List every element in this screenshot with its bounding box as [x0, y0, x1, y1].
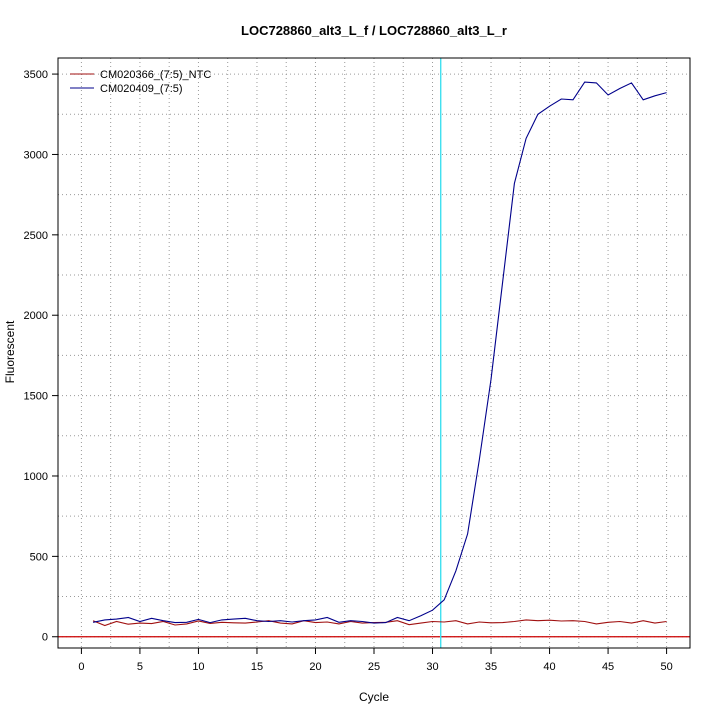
x-tick-label: 40	[543, 661, 555, 673]
y-tick-label: 2500	[24, 230, 48, 242]
threshold-layer	[58, 58, 690, 648]
legend: CM020366_(7:5)_NTC CM020409_(7:5)	[70, 69, 211, 95]
x-tick-label: 10	[192, 661, 204, 673]
x-tick-label: 20	[309, 661, 321, 673]
x-tick-label: 30	[426, 661, 438, 673]
series-layer	[92, 81, 667, 627]
grid-layer	[58, 58, 690, 648]
x-tick-label: 35	[485, 661, 497, 673]
y-tick-label: 2000	[24, 310, 48, 322]
legend-label-1: CM020366_(7:5)_NTC	[100, 69, 211, 81]
y-tick-label: 1500	[24, 391, 48, 403]
y-tick-label: 3500	[24, 69, 48, 81]
x-tick-label: 5	[137, 661, 143, 673]
y-tick-label: 3000	[24, 149, 48, 161]
series-line-2	[92, 81, 667, 624]
x-tick-label: 50	[660, 661, 672, 673]
legend-label-2: CM020409_(7:5)	[100, 83, 183, 95]
y-tick-label: 0	[42, 632, 48, 644]
x-tick-label: 45	[602, 661, 614, 673]
x-tick-label: 15	[251, 661, 263, 673]
y-tick-label: 1000	[24, 471, 48, 483]
chart-title: LOC728860_alt3_L_f / LOC728860_alt3_L_r	[241, 23, 507, 38]
axis-layer: 0 5 10 15 20 25 30 35 40 45 5005001000150020002500…	[24, 57, 691, 673]
y-tick-label: 500	[30, 551, 48, 563]
x-axis-label: Cycle	[359, 690, 389, 704]
x-tick-label: 0	[78, 661, 84, 673]
y-axis-label: Fluorescent	[3, 320, 17, 383]
x-tick-label: 25	[368, 661, 380, 673]
